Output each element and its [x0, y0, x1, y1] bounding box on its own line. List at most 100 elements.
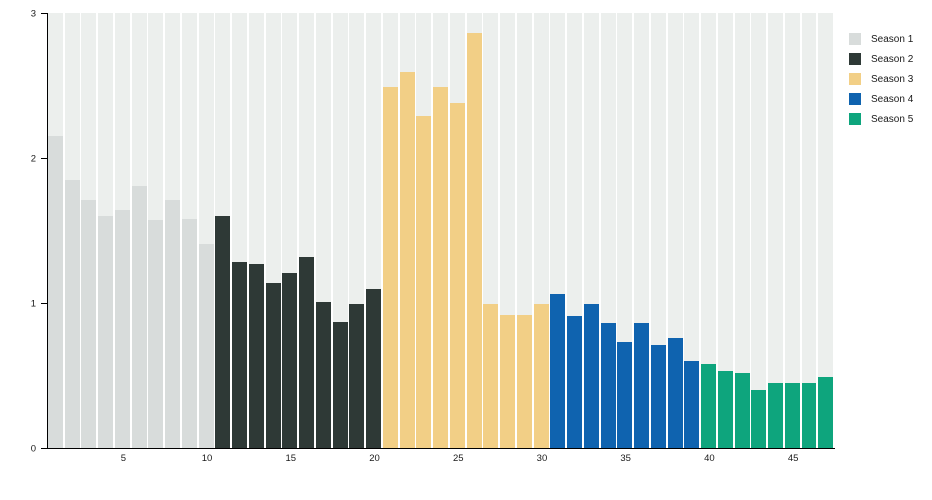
- legend-item: Season 3: [849, 69, 913, 89]
- bar: [500, 314, 516, 448]
- x-tick-label: 30: [536, 453, 548, 464]
- bar: [248, 263, 264, 448]
- bar-slot: [567, 13, 583, 448]
- bar: [114, 210, 130, 448]
- bar: [818, 376, 834, 448]
- bar-slot: [483, 13, 499, 448]
- legend-item: Season 5: [849, 109, 913, 129]
- bar-slot: [366, 13, 382, 448]
- bar-background: [684, 13, 700, 448]
- bar: [533, 304, 549, 448]
- x-tick-label: 10: [201, 453, 213, 464]
- bar: [349, 304, 365, 448]
- bar-background: [717, 13, 733, 448]
- y-tick-mark: [41, 448, 47, 449]
- bar: [717, 371, 733, 448]
- bar-slot: [98, 13, 114, 448]
- bar-slot: [48, 13, 63, 448]
- bar: [416, 115, 432, 448]
- bar-slot: [667, 13, 683, 448]
- bar: [483, 304, 499, 448]
- bar-slot: [399, 13, 415, 448]
- bar-background: [768, 13, 783, 448]
- bar-slot: [81, 13, 97, 448]
- bar: [516, 314, 532, 448]
- bar: [215, 216, 231, 448]
- bar-slot: [634, 13, 650, 448]
- bar: [449, 102, 465, 448]
- x-tick-label: 25: [452, 453, 464, 464]
- legend-swatch: [849, 53, 861, 65]
- bar: [751, 390, 767, 448]
- bar-slot: [650, 13, 666, 448]
- x-tick-label: 20: [369, 453, 380, 464]
- bar: [667, 337, 683, 448]
- bar-slot: [215, 13, 231, 448]
- bar: [784, 382, 800, 448]
- bar-slot: [617, 13, 633, 448]
- bar-slot: [114, 13, 130, 448]
- bar-background: [784, 13, 800, 448]
- bar: [801, 382, 817, 448]
- bar-background: [617, 13, 633, 448]
- legend-swatch: [849, 73, 861, 85]
- bar: [48, 136, 63, 448]
- y-axis-line: [47, 13, 48, 449]
- y-tick-label: 2: [30, 153, 36, 164]
- bar-slot: [198, 13, 214, 448]
- bar-slot: [382, 13, 398, 448]
- legend-label: Season 5: [871, 113, 914, 125]
- bar-slot: [282, 13, 298, 448]
- bar: [98, 216, 114, 448]
- bar: [332, 321, 348, 448]
- bar: [701, 363, 717, 448]
- y-tick-label: 3: [30, 8, 36, 19]
- bar-slot: [818, 13, 834, 448]
- bar: [583, 304, 599, 448]
- bar-slot: [349, 13, 365, 448]
- bar-slot: [717, 13, 733, 448]
- bar-slot: [148, 13, 164, 448]
- bar-slot: [165, 13, 181, 448]
- bar-slot: [583, 13, 599, 448]
- bar-slot: [734, 13, 750, 448]
- bar-slot: [768, 13, 783, 448]
- legend: Season 1 Season 2 Season 3 Season 4 Season 5: [849, 29, 913, 129]
- legend-label: Season 2: [871, 53, 914, 65]
- bar-slot: [751, 13, 767, 448]
- bar-slot: [299, 13, 315, 448]
- bar-background: [818, 13, 834, 448]
- legend-swatch: [849, 113, 861, 125]
- bar: [64, 179, 80, 448]
- bar: [315, 301, 331, 448]
- legend-item: Season 2: [849, 49, 913, 69]
- legend-item: Season 1: [849, 29, 913, 49]
- bar: [299, 256, 315, 448]
- bar: [433, 86, 449, 448]
- bar-slot: [248, 13, 264, 448]
- bar: [466, 33, 482, 448]
- x-tick-label: 40: [704, 453, 715, 464]
- bar-slot: [466, 13, 482, 448]
- bar-slot: [533, 13, 549, 448]
- bar-slot: [232, 13, 248, 448]
- bar: [600, 323, 616, 448]
- bar: [265, 282, 281, 448]
- bar-slot: [449, 13, 465, 448]
- bar-slot: [416, 13, 432, 448]
- legend-label: Season 4: [871, 93, 914, 105]
- bar-slot: [701, 13, 717, 448]
- bar: [550, 294, 566, 448]
- x-tick-label: 45: [787, 453, 799, 464]
- bar-background: [801, 13, 817, 448]
- bar-background: [751, 13, 767, 448]
- plot-area: [48, 13, 835, 448]
- bar: [734, 372, 750, 448]
- bar: [165, 200, 181, 448]
- bar-slot: [801, 13, 817, 448]
- bar-slot: [516, 13, 532, 448]
- bar: [181, 218, 197, 448]
- bar-slot: [131, 13, 147, 448]
- bar-background: [650, 13, 666, 448]
- y-tick-label: 1: [30, 298, 36, 309]
